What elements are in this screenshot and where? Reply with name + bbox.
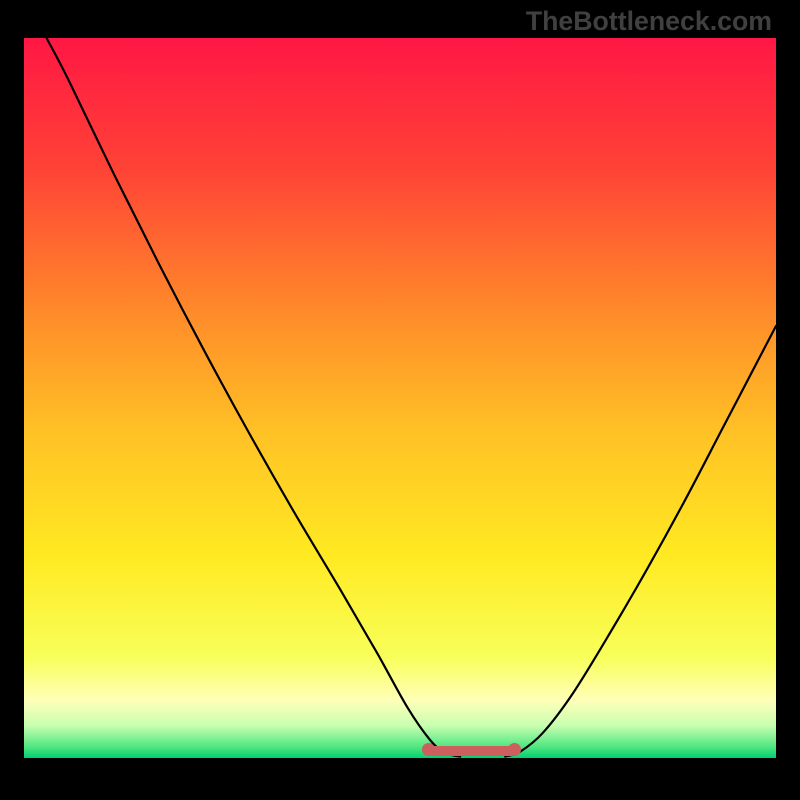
- watermark-text: TheBottleneck.com: [526, 6, 772, 37]
- optimal-range-marker: [426, 746, 516, 756]
- chart-stage: TheBottleneck.com: [0, 0, 800, 800]
- bottleneck-curve: [0, 0, 800, 800]
